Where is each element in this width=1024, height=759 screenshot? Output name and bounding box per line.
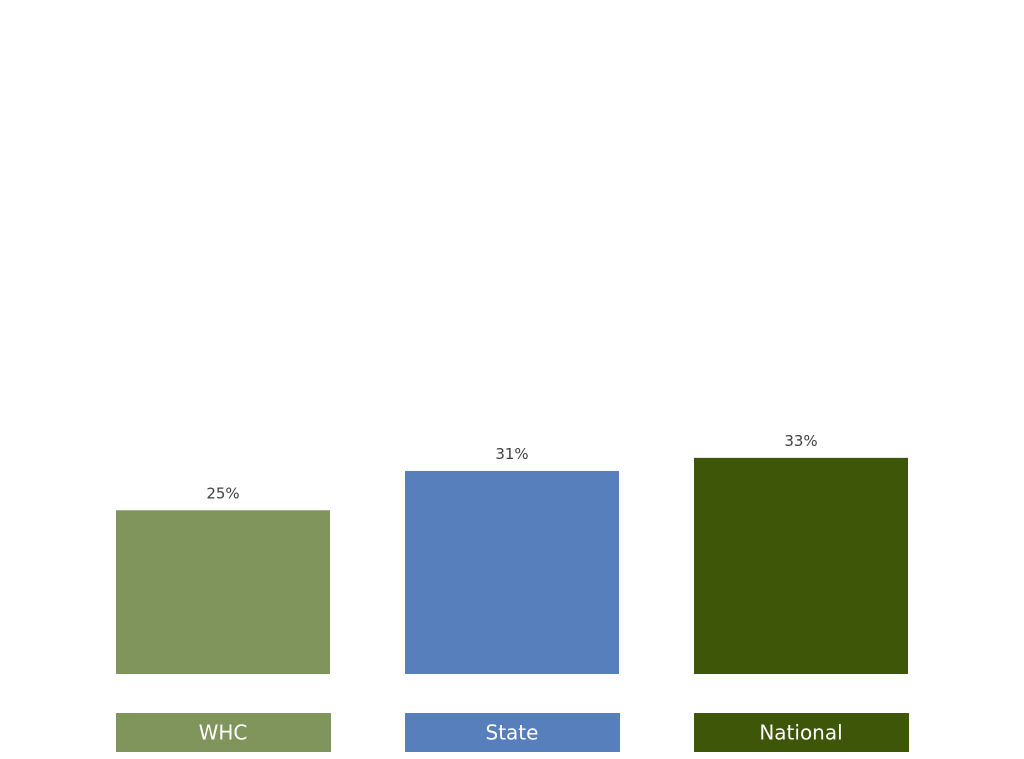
value-label-national: 33%: [784, 432, 817, 450]
bar-whc: [116, 510, 330, 674]
category-box-whc: [116, 713, 331, 752]
bar-national: [694, 457, 908, 674]
category-label-state: State: [486, 721, 539, 745]
category-box-national: [694, 713, 909, 752]
category-label-whc: WHC: [199, 721, 248, 745]
category-label-national: National: [759, 721, 842, 745]
category-box-state: [405, 713, 620, 752]
bar-group: [116, 457, 908, 674]
bar-state: [405, 470, 619, 674]
value-label-state: 31%: [495, 445, 528, 463]
value-label-whc: 25%: [206, 484, 239, 502]
value-label-group: 25% 31% 33%: [206, 432, 817, 502]
category-label-group: WHC State National: [116, 713, 909, 752]
